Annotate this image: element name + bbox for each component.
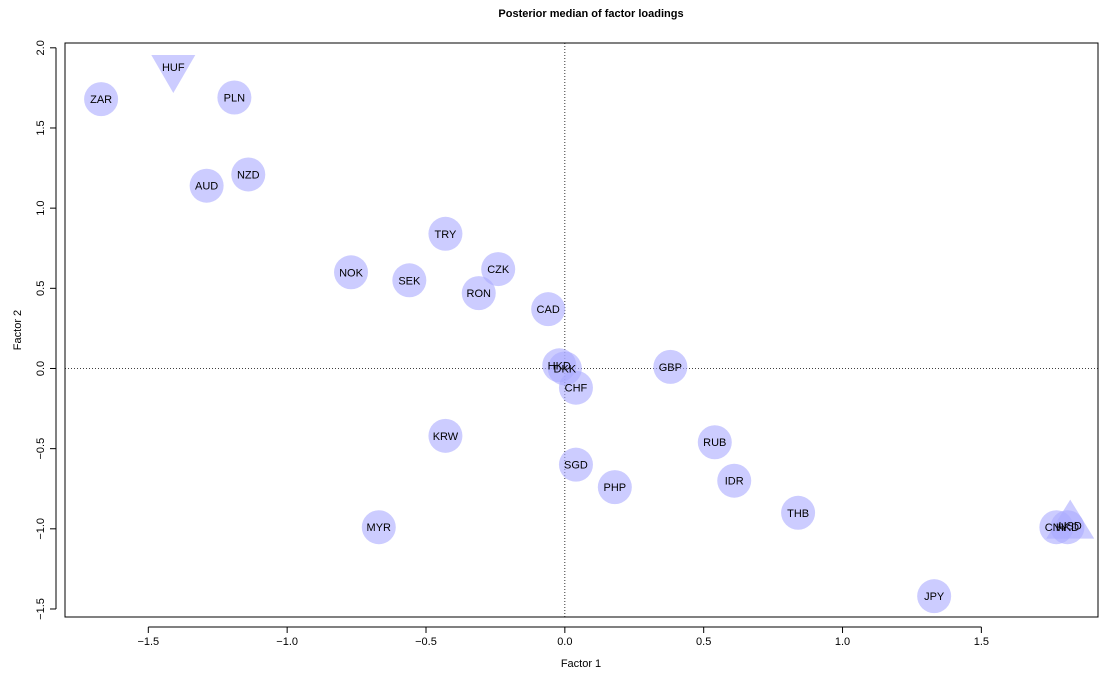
point-chf xyxy=(558,370,593,405)
x-axis-label: Factor 1 xyxy=(561,658,601,670)
point-nok xyxy=(334,255,369,290)
label-php: PHP xyxy=(604,482,627,494)
label-chf: CHF xyxy=(565,383,588,395)
point-nzd xyxy=(231,157,266,192)
label-aud: AUD xyxy=(195,181,218,193)
y-axis: −1.5 −1.0 −0.5 0.0 0.5 1.0 1.5 2.0 xyxy=(35,40,57,620)
point-rub xyxy=(697,425,732,460)
point-czk xyxy=(481,252,516,287)
point-hkd xyxy=(1050,510,1085,545)
label-myr: MYR xyxy=(367,522,392,534)
label-ron: RON xyxy=(467,288,492,300)
label-nzd: NZD xyxy=(237,169,260,181)
x-tick-label: −1.0 xyxy=(276,636,298,648)
x-axis: −1.5 −1.0 −0.5 0.0 0.5 1.0 1.5 xyxy=(137,626,989,648)
y-tick-label: 0.5 xyxy=(35,281,47,296)
label-dkk: DKK xyxy=(554,363,577,375)
point-gbp xyxy=(653,349,688,384)
label-jpy: JPY xyxy=(924,591,945,603)
label-gbp: GBP xyxy=(659,362,682,374)
label-krw: KRW xyxy=(433,431,459,443)
y-tick-label: 2.0 xyxy=(35,40,47,55)
label-pln: PLN xyxy=(224,93,245,105)
point-idr xyxy=(717,463,752,498)
point-huf-triangle xyxy=(151,55,196,94)
point-pln xyxy=(217,80,252,115)
point-thb xyxy=(781,495,816,530)
point-aud xyxy=(189,168,224,203)
label-usd: USD xyxy=(1059,521,1082,533)
point-jpy xyxy=(917,579,952,614)
x-tick-label: 1.5 xyxy=(974,636,989,648)
y-tick-label: 0.0 xyxy=(35,361,47,376)
point-ron xyxy=(461,276,496,311)
point-myr xyxy=(361,510,396,545)
y-axis-label: Factor 2 xyxy=(12,310,24,350)
label-nok: NOK xyxy=(339,267,364,279)
plot-frame xyxy=(64,42,1099,618)
label-rub: RUB xyxy=(703,437,726,449)
label-sgd: SGD xyxy=(564,460,588,472)
point-sek xyxy=(392,263,427,298)
point-cad xyxy=(531,292,566,327)
y-tick-label: −1.5 xyxy=(35,598,47,620)
label-sek: SEK xyxy=(398,275,421,287)
x-tick-label: 0.0 xyxy=(557,636,572,648)
y-tick-label: 1.0 xyxy=(35,200,47,215)
x-tick-label: 0.5 xyxy=(696,636,711,648)
label-czk: CZK xyxy=(487,264,510,276)
label-idr: IDR xyxy=(725,476,744,488)
reference-lines xyxy=(65,43,1098,617)
point-krw xyxy=(428,418,463,453)
point-zar xyxy=(84,82,119,117)
y-tick-label: −0.5 xyxy=(35,438,47,460)
y-tick-label: 1.5 xyxy=(35,120,47,135)
label-cny: CNY xyxy=(1045,522,1069,534)
x-tick-label: 1.0 xyxy=(835,636,850,648)
point-sgd xyxy=(558,447,593,482)
label-hkd: HKD xyxy=(548,360,571,372)
chart-title: Posterior median of factor loadings xyxy=(498,8,683,20)
point-php xyxy=(597,470,632,505)
label-hkd: HKD xyxy=(1056,522,1079,534)
point-try xyxy=(428,216,463,251)
data-points xyxy=(84,55,1095,614)
label-huf: HUF xyxy=(162,62,185,74)
label-try: TRY xyxy=(435,229,457,241)
x-tick-label: −0.5 xyxy=(415,636,437,648)
label-zar: ZAR xyxy=(90,94,112,106)
label-thb: THB xyxy=(787,508,809,520)
x-tick-label: −1.5 xyxy=(137,636,159,648)
label-cad: CAD xyxy=(537,304,560,316)
y-tick-label: −1.0 xyxy=(35,518,47,540)
